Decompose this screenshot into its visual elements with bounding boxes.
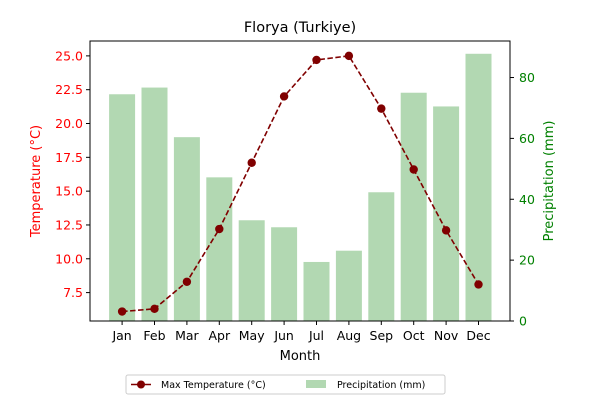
x-tick-label-dec: Dec <box>466 328 490 343</box>
left-tick-label: 17.5 <box>55 150 83 165</box>
temperature-point-jun <box>279 92 289 101</box>
left-tick-label: 20.0 <box>55 116 83 131</box>
left-tick-label: 22.5 <box>55 82 83 97</box>
x-tick-label-oct: Oct <box>403 328 425 343</box>
right-tick-label: 20 <box>519 253 535 268</box>
x-tick-label-mar: Mar <box>175 328 199 343</box>
left-tick-label: 25.0 <box>55 48 83 63</box>
x-tick-label-jul: Jul <box>308 328 324 343</box>
legend-entry-precipitation: Precipitation (mm) <box>337 380 425 391</box>
legend-bar-swatch <box>306 380 326 388</box>
chart-title: Florya (Turkiye) <box>244 20 356 36</box>
x-tick-label-aug: Aug <box>337 328 361 343</box>
temperature-line <box>117 51 483 316</box>
precipitation-bar-jan <box>109 94 136 322</box>
left-tick-label: 12.5 <box>55 217 83 232</box>
precipitation-bar-aug <box>335 250 362 321</box>
precipitation-bar-jul <box>303 261 330 321</box>
right-tick-label: 60 <box>519 131 535 146</box>
temperature-point-may <box>247 158 256 167</box>
precipitation-bar-sep <box>368 192 395 321</box>
right-tick-label: 40 <box>519 192 535 207</box>
left-tick-label: 10.0 <box>55 251 83 266</box>
precipitation-bar-dec <box>465 53 492 322</box>
temperature-point-jan <box>117 307 127 316</box>
precipitation-bar-oct <box>400 92 427 321</box>
temperature-point-oct <box>409 165 418 174</box>
x-tick-label-may: May <box>239 328 265 343</box>
right-tick-label: 80 <box>519 70 535 85</box>
legend-box <box>125 374 446 395</box>
temperature-line-path <box>122 55 480 313</box>
precipitation-bars <box>109 53 492 322</box>
x-tick-label-jun: Jun <box>273 328 294 343</box>
temperature-point-apr <box>215 224 224 234</box>
precipitation-bar-apr <box>206 177 233 321</box>
temperature-point-jul <box>312 55 321 65</box>
right-tick-label: 0 <box>519 314 527 329</box>
temperature-point-nov <box>441 226 451 235</box>
temperature-point-dec <box>474 280 483 289</box>
precipitation-bar-may <box>238 220 265 321</box>
right-axis-ticks: 0 20 40 60 80 <box>510 70 535 329</box>
temperature-point-mar <box>182 277 192 286</box>
temperature-point-sep <box>377 104 386 113</box>
temperature-point-aug <box>344 51 354 61</box>
legend-entry-temperature: Max Temperature (°C) <box>161 380 266 391</box>
legend-marker-swatch <box>137 380 145 389</box>
temperature-point-feb <box>150 304 159 314</box>
precipitation-bar-jun <box>271 227 298 321</box>
precipitation-bar-feb <box>141 87 168 321</box>
x-tick-label-nov: Nov <box>434 328 459 343</box>
right-axis-label: Precipitation (mm) <box>542 121 557 242</box>
left-axis-label: Temperature (°C) <box>29 125 44 238</box>
left-axis-ticks: 7.5 10.0 12.5 15.0 17.5 20.0 22.5 25.0 <box>55 48 90 300</box>
x-tick-label-apr: Apr <box>208 328 230 343</box>
x-tick-label-feb: Feb <box>143 328 165 343</box>
legend: Max Temperature (°C) Precipitation (mm) <box>125 374 446 395</box>
x-tick-label-sep: Sep <box>370 328 394 343</box>
x-axis-ticks: Jan Feb Mar Apr May Jun Jul Aug Sep Oct Nov Dec <box>111 321 491 343</box>
plot-frame <box>89 40 511 322</box>
x-axis-label: Month <box>280 349 321 364</box>
left-tick-label: 7.5 <box>63 285 83 300</box>
precipitation-bar-mar <box>173 137 200 321</box>
left-tick-label: 15.0 <box>55 184 83 199</box>
x-tick-label-jan: Jan <box>111 328 131 343</box>
